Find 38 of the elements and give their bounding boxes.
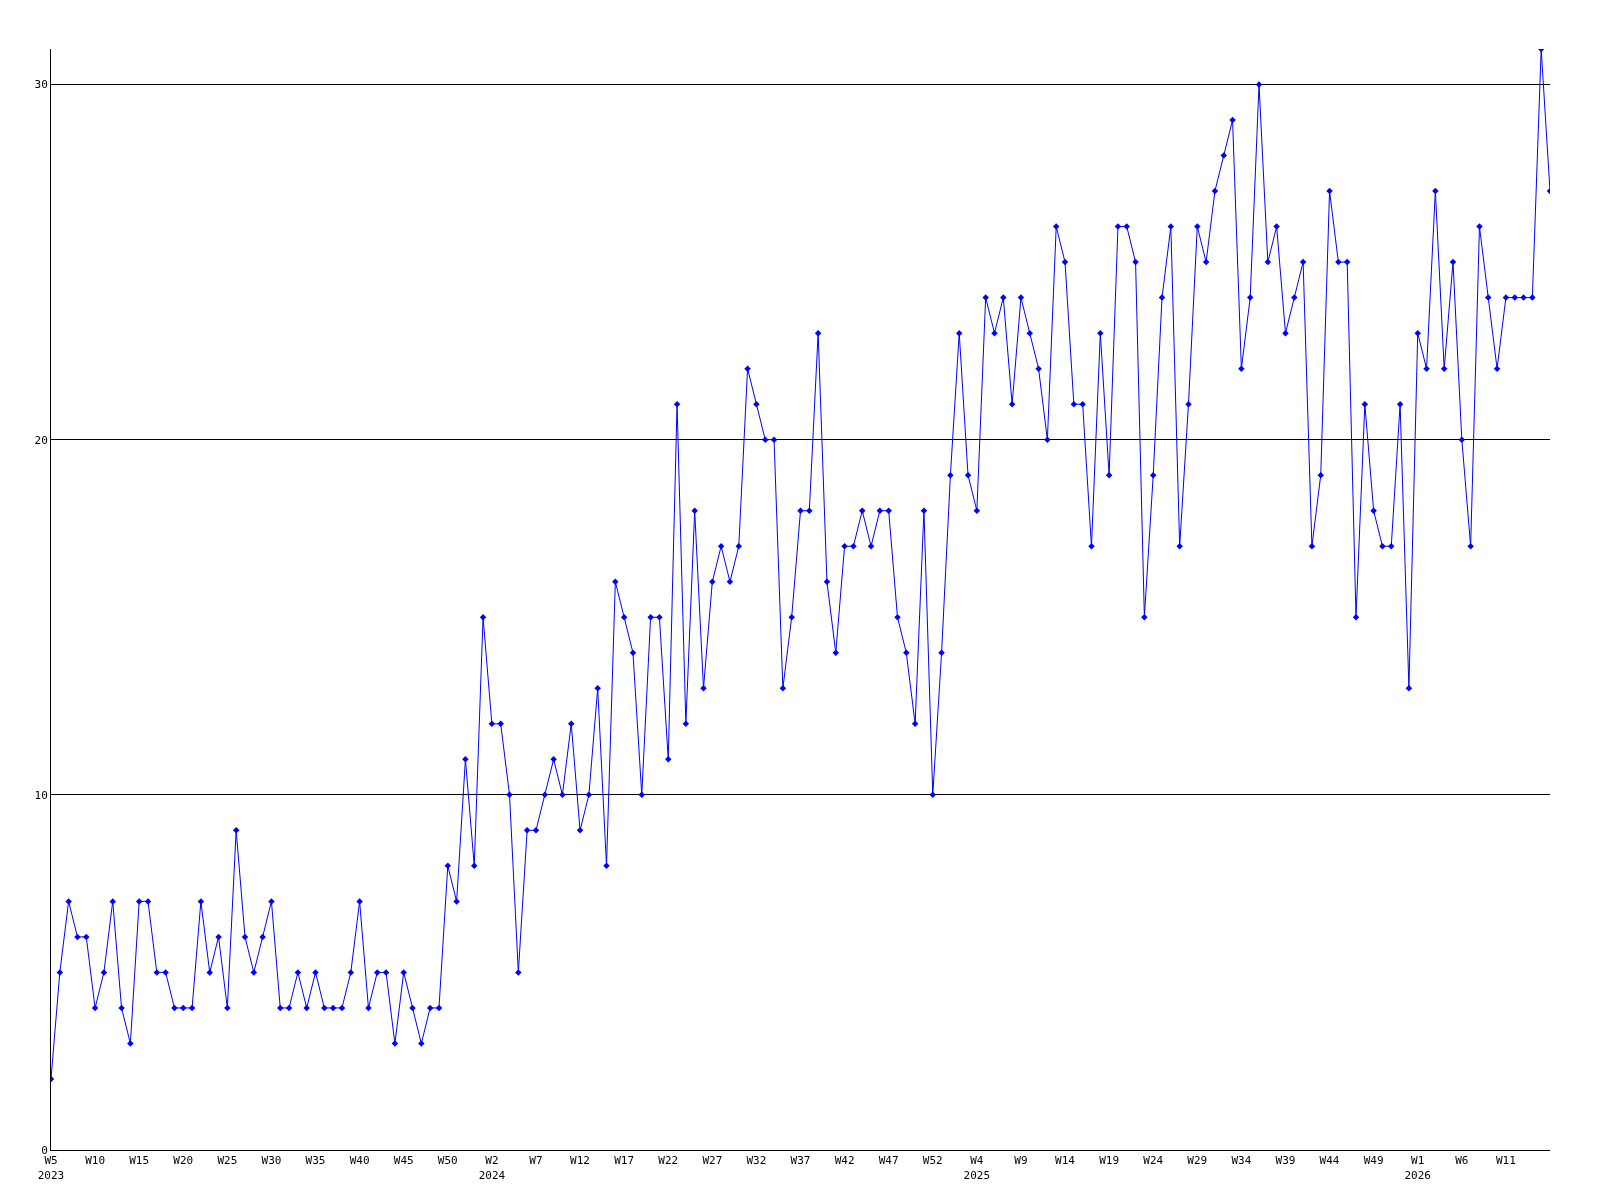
x-tick-label: W50 — [437, 1154, 458, 1168]
x-tick-label: W20 — [173, 1154, 194, 1168]
x-tick-label: W39 — [1275, 1154, 1296, 1168]
x-tick-label: W14 — [1055, 1154, 1076, 1168]
x-tick-label: W35 — [305, 1154, 326, 1168]
x-tick-label: W52 — [922, 1154, 943, 1168]
x-tick-label: W24 — [1143, 1154, 1164, 1168]
x-tick-label: W12 — [570, 1154, 590, 1168]
x-tick-label: W42 — [834, 1154, 855, 1168]
x-tick-label: W44 — [1319, 1154, 1340, 1168]
x-tick-label: W1 2026 — [1404, 1154, 1431, 1182]
x-tick-label: W34 — [1231, 1154, 1252, 1168]
x-tick-label: W19 — [1099, 1154, 1120, 1168]
x-tick-label: W49 — [1363, 1154, 1384, 1168]
x-tick-label: W37 — [790, 1154, 811, 1168]
x-tick-label: W7 — [529, 1154, 543, 1168]
x-tick-label: W30 — [261, 1154, 282, 1168]
x-tick-label: W11 — [1495, 1154, 1516, 1168]
y-tick-label: 20 — [34, 433, 48, 447]
y-tick-label: 30 — [34, 78, 48, 92]
y-tick-label: 10 — [34, 788, 48, 802]
x-tick-label: W4 2025 — [963, 1154, 991, 1182]
x-tick-label: W9 — [1014, 1154, 1028, 1168]
x-tick-label: W15 — [129, 1154, 150, 1168]
x-tick-label: W5 2023 — [37, 1154, 65, 1182]
x-tick-label: W47 — [878, 1154, 899, 1168]
x-tick-label: W6 — [1455, 1154, 1469, 1168]
x-tick-label: W22 — [658, 1154, 679, 1168]
x-tick-label: W2 2024 — [478, 1154, 506, 1182]
x-tick-label: W45 — [393, 1154, 414, 1168]
x-tick-label: W29 — [1187, 1154, 1208, 1168]
x-tick-label: W27 — [702, 1154, 723, 1168]
x-tick-label: W25 — [217, 1154, 238, 1168]
x-tick-label: W32 — [746, 1154, 767, 1168]
x-tick-label: W17 — [614, 1154, 635, 1168]
x-tick-label: W40 — [349, 1154, 370, 1168]
y-tick-label: 0 — [41, 1143, 48, 1157]
x-tick-label: W10 — [85, 1154, 106, 1168]
